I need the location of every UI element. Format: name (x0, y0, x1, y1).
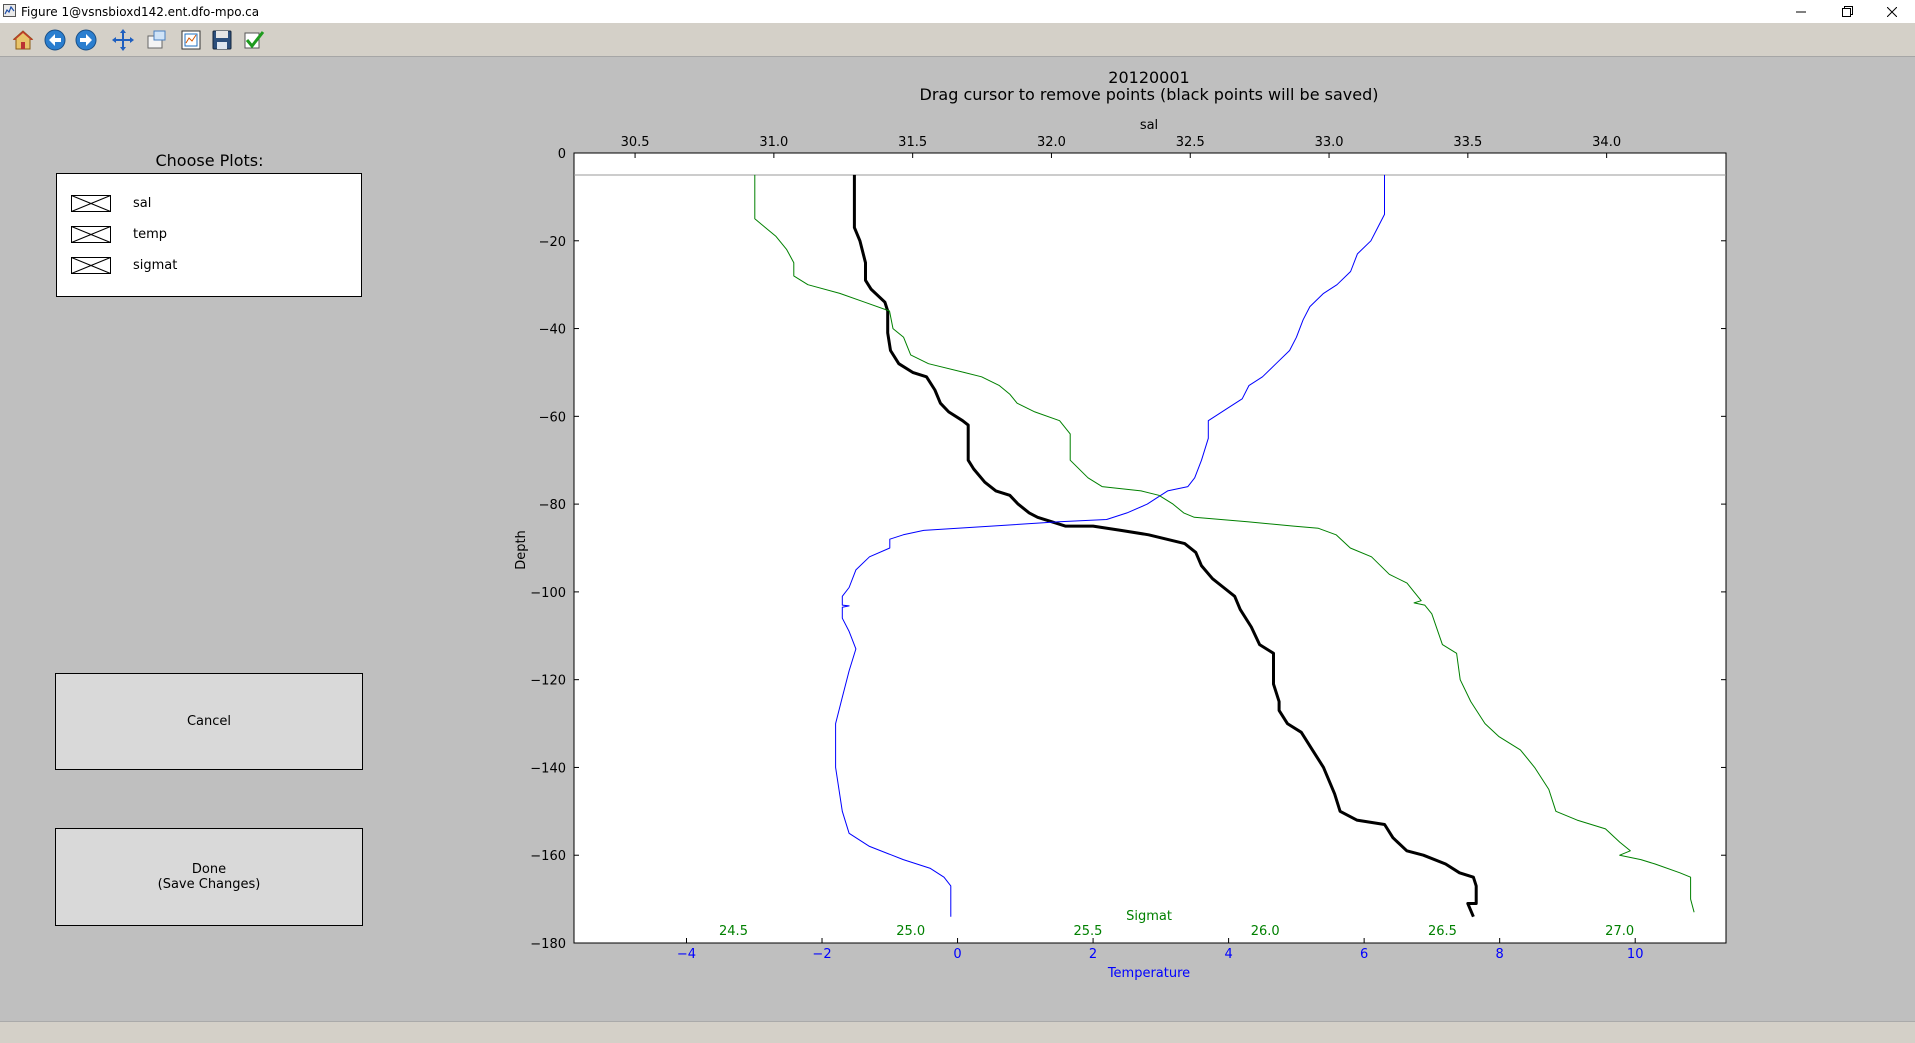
sigmat-tick-label: 26.0 (1251, 924, 1280, 939)
sal-tick-label: 32.5 (1176, 135, 1205, 150)
sal-tick-label: 34.0 (1592, 135, 1621, 150)
sigmat-tick-label: 24.5 (719, 924, 748, 939)
pan-button[interactable] (111, 28, 135, 52)
choose-plots-title: Choose Plots: (155, 151, 264, 170)
window-title: Figure 1@vsnsbioxd142.ent.dfo-mpo.ca (21, 5, 260, 19)
home-button[interactable] (11, 28, 35, 52)
configure-subplots-button[interactable] (179, 28, 203, 52)
zoom-rect-icon (147, 30, 166, 49)
temperature-tick-label: 2 (1089, 947, 1097, 962)
depth-tick-label: −20 (539, 235, 566, 250)
sigmat-axis-label: Sigmat (1126, 909, 1172, 924)
forward-arrow-icon (75, 29, 97, 51)
sigmat-series-line[interactable] (754, 174, 1695, 913)
depth-tick-label: −140 (530, 761, 566, 776)
back-arrow-icon (44, 29, 66, 51)
temperature-axis-label: Temperature (1107, 966, 1190, 981)
sigmat-tick-label: 26.5 (1428, 924, 1457, 939)
depth-tick-label: −120 (530, 674, 566, 689)
forward-button[interactable] (74, 28, 98, 52)
temperature-tick-label: 10 (1627, 947, 1644, 962)
sigmat-tick-label: 25.0 (896, 924, 925, 939)
restore-icon (1841, 6, 1853, 17)
temp-checkbox[interactable] (71, 225, 111, 243)
sigmat-tick-label: 25.5 (1073, 924, 1102, 939)
chart-title: 20120001 (1108, 68, 1189, 87)
temp-series-line[interactable] (835, 174, 1385, 917)
temperature-tick-label: 8 (1496, 947, 1504, 962)
save-button[interactable] (210, 28, 234, 52)
minimize-button[interactable] (1778, 0, 1824, 23)
sal-checkbox-row[interactable]: sal (71, 194, 151, 212)
sal-tick-label: 33.5 (1453, 135, 1482, 150)
sal-series-line[interactable] (852, 174, 1478, 918)
cancel-button[interactable]: Cancel (55, 673, 363, 770)
choose-plots-checkbox-panel: sal temp sigmat (56, 173, 362, 297)
temp-checkbox-label: temp (133, 226, 168, 242)
sal-checkbox-label: sal (133, 195, 152, 211)
pan-move-icon (112, 29, 134, 51)
sal-axis-label: sal (1140, 118, 1158, 133)
sal-tick-label: 33.0 (1315, 135, 1344, 150)
temperature-tick-label: −4 (677, 947, 696, 962)
depth-axis-label: Depth (514, 530, 529, 570)
back-button[interactable] (43, 28, 67, 52)
temperature-tick-label: 6 (1360, 947, 1368, 962)
sal-tick-label: 30.5 (621, 135, 650, 150)
sigmat-checkbox-row[interactable]: sigmat (71, 256, 177, 274)
sal-tick-label: 31.0 (759, 135, 788, 150)
depth-tick-label: −60 (539, 410, 566, 425)
done-save-changes-button[interactable]: Done (Save Changes) (55, 828, 363, 926)
depth-tick-label: −100 (530, 586, 566, 601)
temperature-tick-label: 4 (1224, 947, 1232, 962)
status-bar (0, 1021, 1915, 1043)
zoom-button[interactable] (144, 28, 168, 52)
temperature-tick-label: −2 (812, 947, 831, 962)
matplotlib-figure-icon (3, 4, 16, 17)
depth-tick-label: −80 (539, 498, 566, 513)
sal-tick-label: 31.5 (898, 135, 927, 150)
subplots-icon (181, 30, 201, 50)
edit-parameters-button[interactable] (242, 28, 266, 52)
sal-tick-label: 32.0 (1037, 135, 1066, 150)
checkmark-icon (244, 31, 265, 49)
close-icon (1887, 6, 1897, 17)
sigmat-checkbox-label: sigmat (133, 257, 178, 273)
sigmat-tick-label: 27.0 (1605, 924, 1634, 939)
chart-subtitle: Drag cursor to remove points (black poin… (920, 85, 1379, 104)
minimize-icon (1796, 11, 1806, 12)
depth-tick-label: −160 (530, 849, 566, 864)
depth-tick-label: −40 (539, 323, 566, 338)
floppy-disk-icon (212, 30, 232, 50)
temperature-tick-label: 0 (953, 947, 961, 962)
depth-tick-label: −180 (530, 937, 566, 952)
depth-tick-label: 0 (558, 147, 566, 162)
sigmat-checkbox[interactable] (71, 256, 111, 274)
close-button[interactable] (1869, 0, 1915, 23)
navigation-toolbar (0, 23, 1915, 57)
sal-checkbox[interactable] (71, 194, 111, 212)
temp-checkbox-row[interactable]: temp (71, 225, 167, 243)
home-icon (12, 30, 34, 50)
plot-area (573, 152, 1727, 944)
window-title-bar: Figure 1@vsnsbioxd142.ent.dfo-mpo.ca (0, 0, 1915, 23)
restore-button[interactable] (1824, 0, 1870, 23)
